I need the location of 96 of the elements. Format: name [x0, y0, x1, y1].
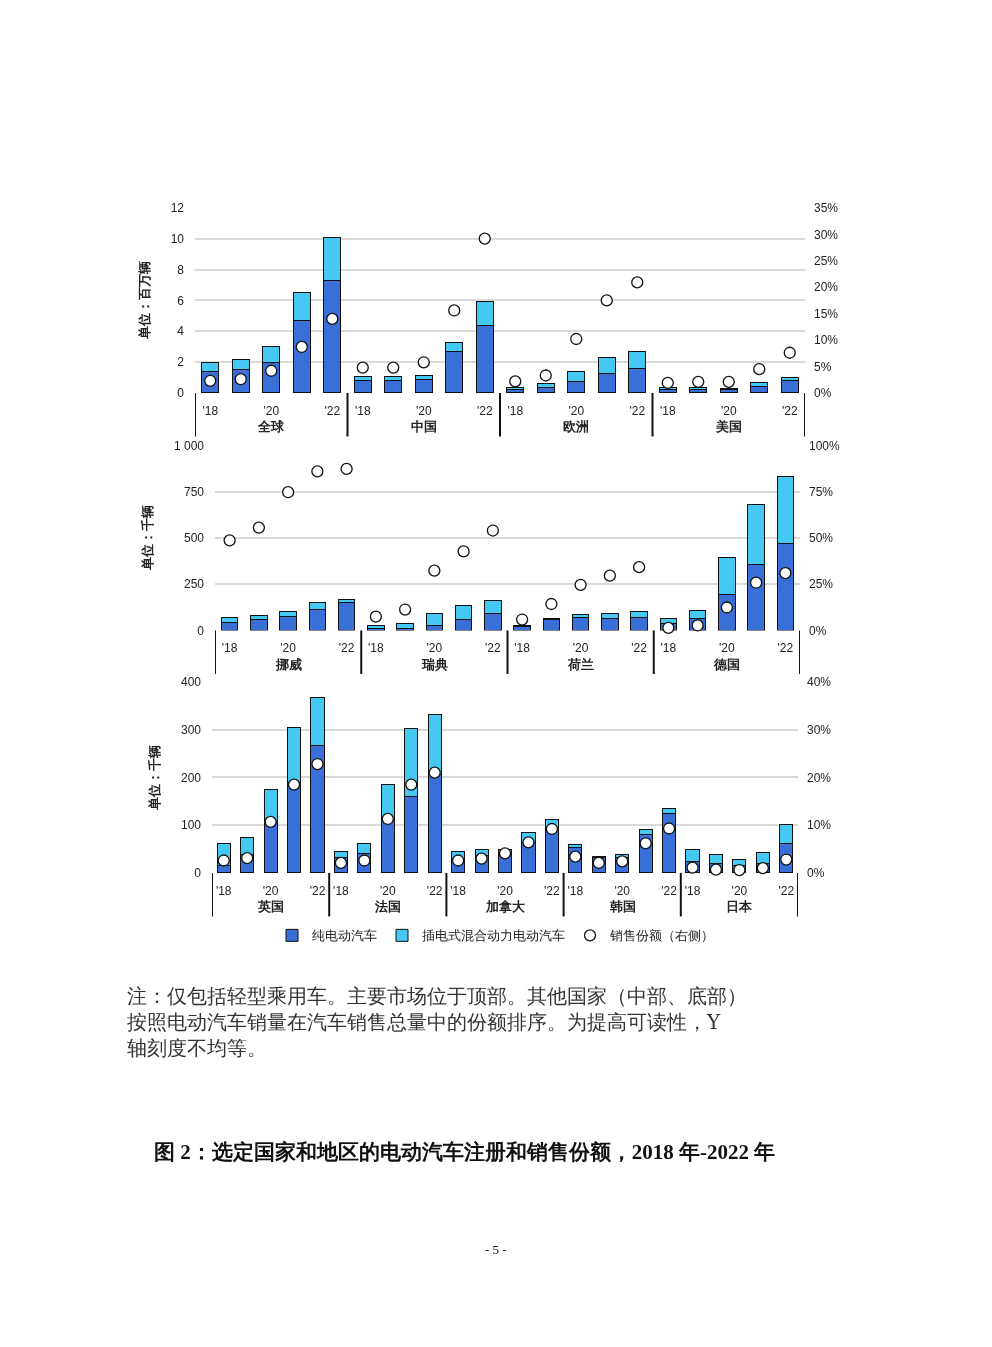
x-tick-label: '20: [426, 641, 443, 656]
y2-tick-label: 40%: [807, 675, 832, 690]
text: 英国: [257, 899, 284, 914]
y-tick-label: 0: [177, 386, 185, 401]
y-tick-label: 12: [170, 201, 185, 216]
x-tick-label: '22: [629, 403, 646, 418]
x-tick-label: '22: [309, 883, 326, 898]
x-tick-label: '22: [544, 883, 561, 898]
legend-label: 插电式混合动力电动汽车: [422, 928, 565, 944]
x-tick-label: '20: [262, 883, 279, 898]
x-tick-label: '22: [631, 641, 648, 656]
y-tick-label: 200: [180, 770, 202, 785]
x-tick-label: '22: [426, 883, 443, 898]
x-tick-label: '20: [497, 883, 514, 898]
x-tick-label: '22: [338, 641, 355, 656]
y-tick-label: 100: [180, 818, 202, 833]
text: 韩国: [609, 899, 636, 914]
y2-tick-label: 35%: [814, 201, 839, 216]
x-tick-label: '18: [507, 403, 524, 418]
text: 美国: [715, 419, 742, 434]
x-tick-label: '18: [567, 883, 584, 898]
x-tick-label: '18: [333, 883, 350, 898]
y2-tick-label: 100%: [809, 438, 841, 453]
x-tick-label: '22: [324, 403, 341, 418]
text: - 5 -: [485, 1242, 507, 1257]
legend-label: 销售份额（右侧）: [609, 928, 714, 944]
x-tick-label: '18: [221, 641, 238, 656]
x-tick-label: '22: [777, 641, 794, 656]
y-tick-label: 0: [194, 866, 202, 881]
x-tick-label: '18: [215, 883, 232, 898]
y-axis-title: 单位：千辆: [139, 505, 155, 572]
x-tick-label: '20: [263, 403, 280, 418]
y2-tick-label: 20%: [807, 770, 832, 785]
text: 瑞典: [421, 657, 448, 672]
y-tick-label: 6: [177, 293, 185, 308]
x-tick-label: '20: [731, 883, 748, 898]
y2-tick-label: 20%: [814, 280, 839, 295]
text: 注：仅包括轻型乘用车。主要市场位于顶部。其他国家（中部、底部）按照电动汽车销量在汽车销售总量中的份额排序。为提高可读性，Y 轴刻度不均等。: [127, 984, 747, 1060]
text: 法国: [374, 899, 401, 914]
text: 中国: [411, 419, 437, 434]
y-tick-label: 8: [177, 262, 185, 277]
x-tick-label: '18: [684, 883, 701, 898]
text: 荷兰: [567, 657, 594, 672]
x-tick-label: '18: [659, 403, 676, 418]
x-tick-label: '20: [568, 403, 585, 418]
y-tick-label: 0: [197, 623, 205, 638]
y2-tick-label: 25%: [814, 253, 839, 268]
y2-tick-label: 10%: [814, 333, 839, 348]
y2-tick-label: 50%: [809, 531, 834, 546]
text: 日本: [726, 899, 753, 914]
text: 加拿大: [485, 899, 526, 914]
legend-label: 纯电动汽车: [312, 928, 377, 944]
x-tick-label: '22: [661, 883, 678, 898]
y-tick-label: 1 000: [173, 438, 205, 453]
x-tick-label: '20: [415, 403, 432, 418]
y2-tick-label: 5%: [814, 359, 832, 374]
y-tick-label: 4: [177, 324, 185, 339]
x-tick-label: '22: [781, 403, 798, 418]
x-tick-label: '20: [379, 883, 396, 898]
x-tick-label: '18: [660, 641, 677, 656]
x-tick-label: '20: [720, 403, 737, 418]
y-tick-label: 500: [183, 531, 205, 546]
caption: 图 2：选定国家和地区的电动汽车注册和销售份额，2018 年-2022 年: [154, 1140, 776, 1164]
y-axis-title: 单位：百万辆: [136, 261, 152, 341]
x-tick-label: '20: [614, 883, 631, 898]
x-tick-label: '20: [572, 641, 589, 656]
x-tick-label: '18: [368, 641, 385, 656]
x-tick-label: '18: [202, 403, 219, 418]
y2-tick-label: 25%: [809, 577, 834, 592]
y-tick-label: 300: [180, 722, 202, 737]
y-tick-label: 750: [183, 484, 205, 499]
y-tick-label: 10: [170, 231, 185, 246]
y2-tick-label: 15%: [814, 306, 839, 321]
y2-tick-label: 0%: [809, 623, 827, 638]
text: 全球: [257, 419, 285, 434]
y-tick-label: 400: [180, 675, 202, 690]
text: 欧洲: [563, 419, 589, 434]
y-axis-title: 单位：千辆: [146, 744, 162, 811]
x-tick-label: '18: [450, 883, 467, 898]
x-tick-label: '22: [778, 883, 795, 898]
x-tick-label: '22: [485, 641, 502, 656]
y2-tick-label: 0%: [807, 866, 825, 881]
y2-tick-label: 0%: [814, 386, 832, 401]
y-tick-label: 2: [177, 355, 185, 370]
x-tick-label: '18: [354, 403, 371, 418]
x-tick-label: '20: [280, 641, 297, 656]
text: 德国: [713, 657, 740, 672]
y2-tick-label: 10%: [807, 818, 832, 833]
y2-tick-label: 75%: [809, 484, 834, 499]
y2-tick-label: 30%: [814, 227, 839, 242]
x-tick-label: '18: [514, 641, 531, 656]
y2-tick-label: 30%: [807, 722, 832, 737]
x-tick-label: '22: [476, 403, 493, 418]
y-tick-label: 250: [183, 577, 205, 592]
text: 挪威: [275, 657, 302, 672]
x-tick-label: '20: [719, 641, 736, 656]
